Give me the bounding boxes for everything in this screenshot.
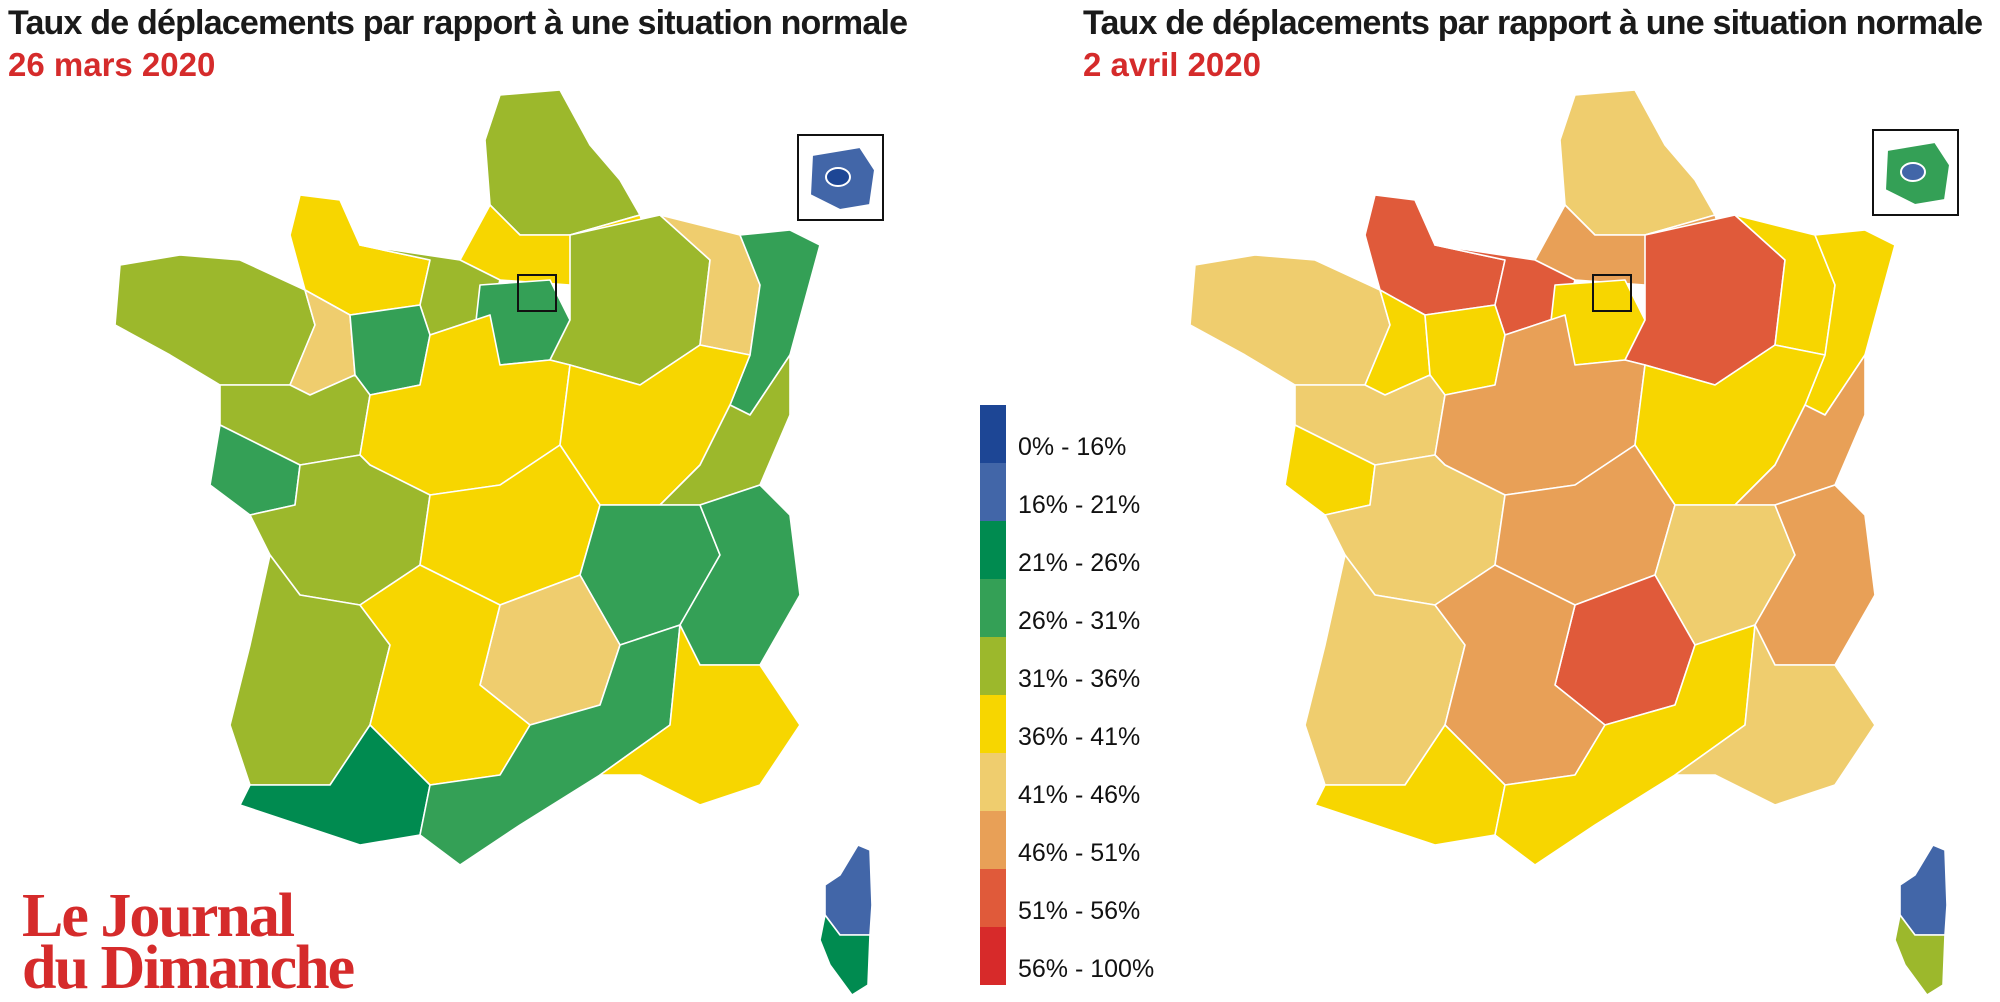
le-journal-du-dimanche-logo: Le Journal du Dimanche [22,882,355,1002]
region-sarthe [1424,304,1506,396]
left-france-map [114,89,884,996]
region-nord [484,89,641,236]
left-map-title: Taux de déplacements par rapport à une s… [8,4,908,42]
region-corsica-north [824,844,873,936]
legend-label-c3641: 36% - 41% [1018,723,1141,751]
legend-label-c3136: 31% - 36% [1018,665,1141,693]
legend-label-c4651: 46% - 51% [1018,839,1141,867]
legend-swatch-c4651 [980,811,1006,869]
legend-label-c56100: 56% - 100% [1018,955,1155,983]
region-nord [1559,89,1716,236]
legend-label-c016: 0% - 16% [1018,433,1127,461]
legend-label-c2631: 26% - 31% [1018,607,1141,635]
right-france-map [1189,89,1959,996]
legend-swatch-c016 [980,405,1006,463]
right-map-date: 2 avril 2020 [1083,46,1261,83]
legend-swatch-c3641 [980,695,1006,753]
region-corsica-south [819,914,871,996]
right-map-title: Taux de déplacements par rapport à une s… [1083,4,1983,42]
region-provence [599,624,801,806]
left-map-date: 26 mars 2020 [8,46,216,83]
region-provence [1674,624,1876,806]
region-sarthe [349,304,431,396]
legend-swatch-c2631 [980,579,1006,637]
logo-line-2: du Dimanche [22,934,355,1002]
logo-line-1: Le Journal [22,882,295,950]
legend-label-c4146: 41% - 46% [1018,781,1141,809]
region-brittany [1189,254,1391,386]
legend-swatch-c4146 [980,753,1006,811]
legend-swatch-c5156 [980,869,1006,927]
legend-swatch-c3136 [980,637,1006,695]
legend-swatch-c1621 [980,463,1006,521]
legend-label-c1621: 16% - 21% [1018,491,1141,519]
legend-label-c5156: 51% - 56% [1018,897,1141,925]
legend-label-c2126: 21% - 26% [1018,549,1141,577]
region-brittany [114,254,316,386]
legend-swatch-c56100 [980,927,1006,985]
legend-swatch-c2126 [980,521,1006,579]
region-corsica-south [1894,914,1946,996]
region-corsica-north [1899,844,1948,936]
